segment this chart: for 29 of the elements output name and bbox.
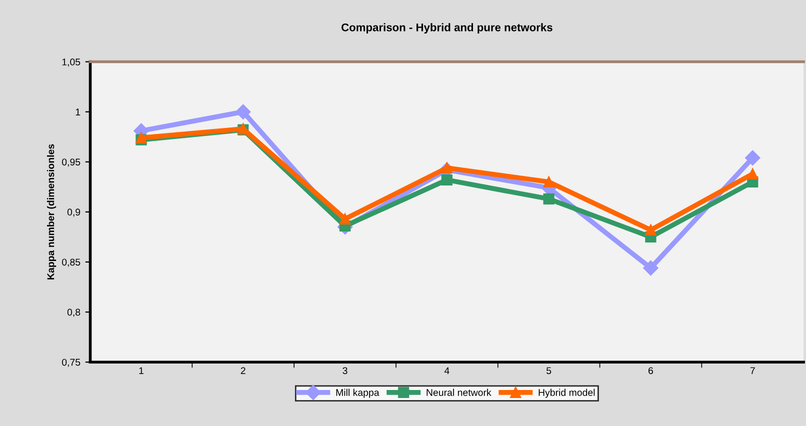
- y-tick-label: 1: [76, 108, 80, 116]
- y-tick-label: 0,8: [67, 308, 80, 317]
- x-tick-label: 4: [444, 367, 450, 374]
- y-tick-label: 1,05: [62, 58, 80, 67]
- point: [645, 224, 656, 236]
- x-tick-label: 1: [139, 367, 144, 374]
- point: [745, 150, 760, 166]
- point: [747, 168, 758, 180]
- y-tick-label: 0,9: [67, 208, 80, 217]
- x-tick-label: 5: [546, 367, 552, 374]
- x-tick-label: 3: [342, 367, 348, 374]
- y-axis-title: Kappa number (dimensionles: [47, 144, 56, 280]
- x-tick-label: 7: [750, 367, 755, 374]
- point: [543, 193, 554, 204]
- point: [339, 213, 351, 224]
- point: [441, 174, 452, 186]
- point: [236, 104, 251, 120]
- point: [543, 176, 554, 188]
- y-tick-label: 0,95: [62, 158, 80, 167]
- chart-title: Comparison - Hybrid and pure networks: [342, 23, 552, 34]
- x-tick-label: 6: [648, 367, 654, 374]
- legend-label: Mill kappa: [336, 388, 380, 398]
- point: [441, 162, 452, 174]
- y-tick-label: 0,75: [62, 358, 80, 367]
- legend-label: Hybrid model: [538, 388, 595, 398]
- point: [643, 260, 658, 276]
- x-tick-label: 2: [240, 367, 246, 374]
- y-tick-label: 0,85: [62, 258, 80, 267]
- legend-label: Neural network: [426, 388, 492, 396]
